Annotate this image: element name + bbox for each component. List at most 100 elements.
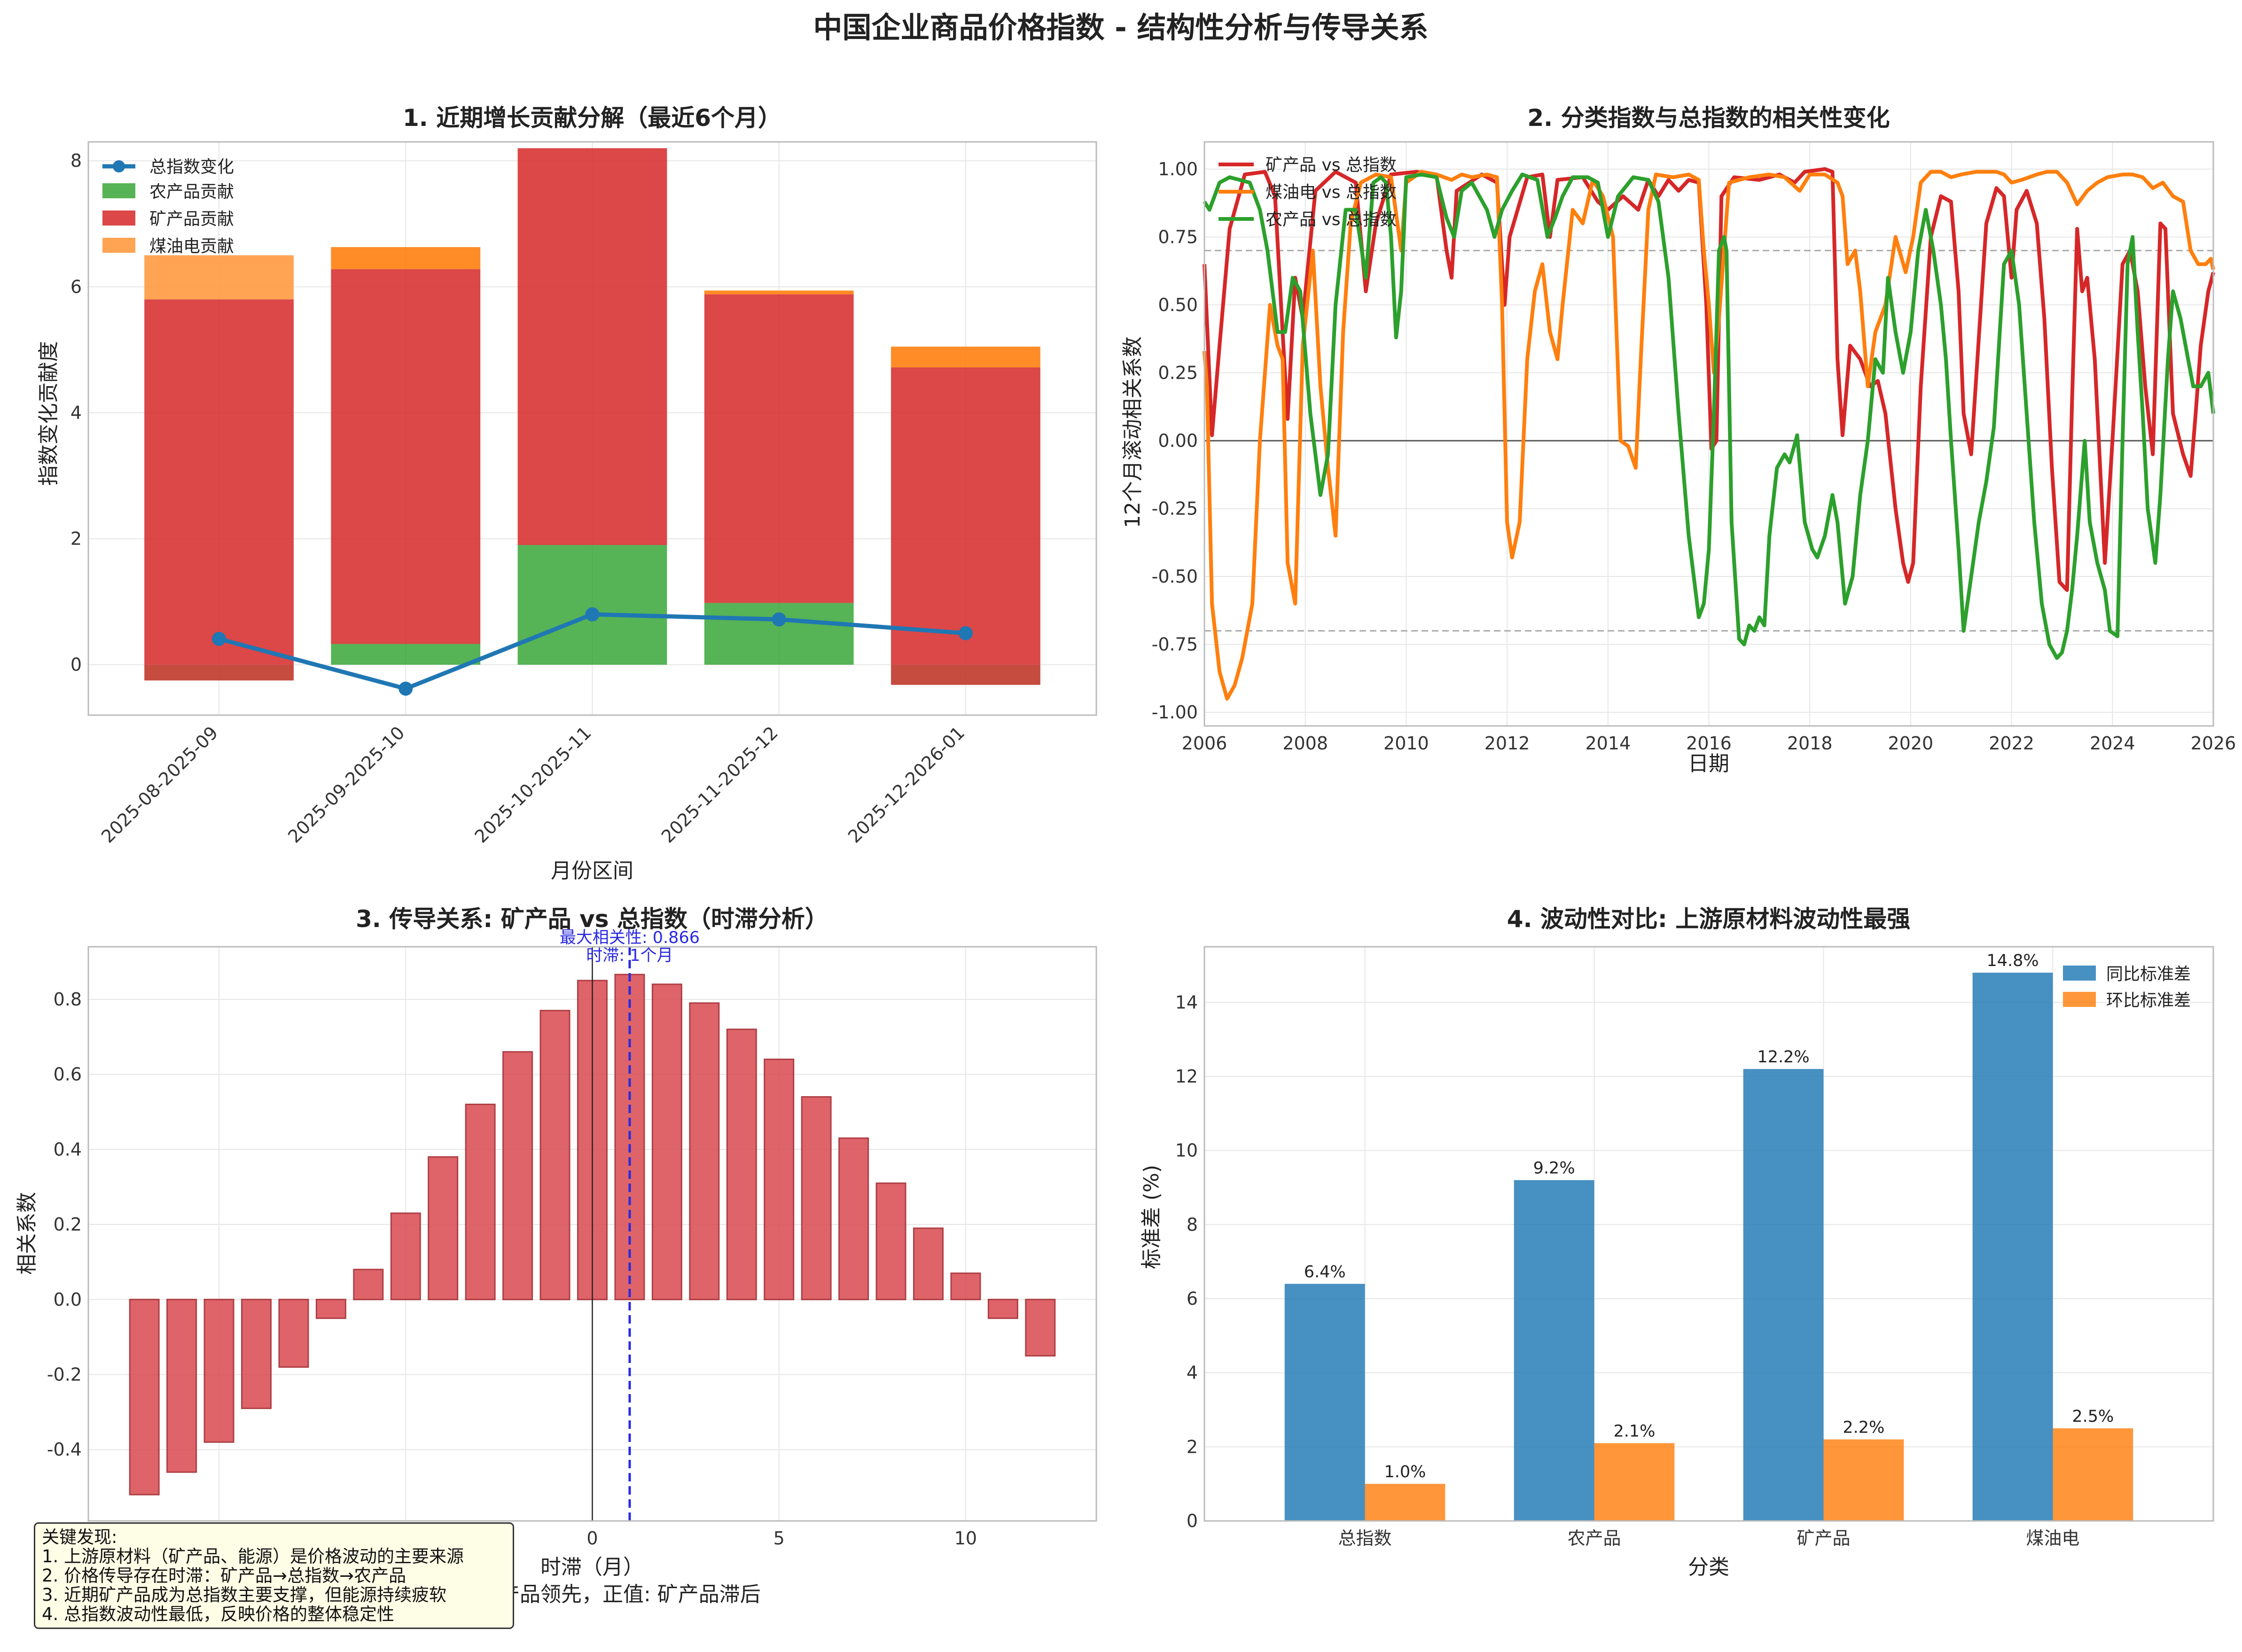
lag-correlation-bar [875, 1182, 906, 1301]
y-tick-label: -0.4 [47, 1439, 82, 1460]
legend-label: 矿产品贡献 [149, 210, 234, 229]
x-tick-label: 2012 [1484, 733, 1530, 754]
lag-correlation-bar [539, 1010, 570, 1301]
y-tick-label: 0 [70, 655, 82, 675]
lag-correlation-bar [726, 1029, 757, 1301]
figure-title: 中国企业商品价格指数 - 结构性分析与传导关系 [813, 10, 1429, 45]
x-tick-label: 总指数 [1338, 1528, 1392, 1549]
y-tick-label: 6 [70, 276, 82, 297]
total-index-point [212, 631, 227, 646]
legend-label: 总指数变化 [149, 157, 234, 177]
lag-correlation-bar [950, 1272, 981, 1301]
legend-label: 农产品 vs 总指数 [1266, 210, 1397, 229]
x-tick-label: 2025-09-2025-10 [284, 722, 408, 847]
rolling-correlation-y-axis-label: 12个月滚动相关系数 [1121, 336, 1145, 528]
lag-correlation-bar [651, 983, 682, 1301]
mom-std-bar [2053, 1428, 2133, 1521]
x-tick-label: 2010 [1383, 733, 1429, 754]
mom-std-bar [1594, 1443, 1675, 1521]
y-tick-label: 0.8 [54, 989, 82, 1010]
contribution-chart: 1. 近期增长贡献分解（最近6个月） 月份区间 指数变化贡献度 0 2 4 6 8 202… [37, 104, 1097, 883]
legend-swatch [102, 210, 135, 226]
lag-correlation-bar [1025, 1299, 1056, 1357]
x-tick-label: 2025-10-2025-11 [471, 722, 595, 847]
lag-correlation-bar [315, 1299, 346, 1319]
x-tick-label: 2025-11-2025-12 [657, 722, 782, 847]
lag-correlation-chart: 3. 传导关系: 矿产品 vs 总指数（时滞分析） 时滞（月） 负值: 矿产品领… [15, 905, 1097, 1606]
agri-contribution-bar [517, 545, 667, 665]
y-tick-label: 14 [1175, 992, 1198, 1013]
y-tick-label: 0.6 [54, 1064, 82, 1085]
lag-correlation-x-axis-label: 时滞（月） [540, 1555, 644, 1579]
x-tick-label: 5 [773, 1528, 785, 1549]
mom-std-bar [1365, 1484, 1445, 1521]
x-tick-label: 2024 [2090, 733, 2135, 754]
y-tick-label: 12 [1175, 1066, 1198, 1087]
legend-label: 同比标准差 [2106, 965, 2191, 984]
y-tick-label: 8 [1187, 1214, 1198, 1235]
bar-value-label: 2.5% [2072, 1407, 2114, 1426]
y-tick-label: 2 [70, 529, 82, 549]
y-tick-label: 2 [1187, 1436, 1198, 1457]
legend-label: 煤油电 vs 总指数 [1266, 183, 1397, 202]
yoy-std-bar [1743, 1069, 1824, 1521]
lag-correlation-y-axis-label: 相关系数 [15, 1192, 39, 1275]
legend-label: 煤油电贡献 [149, 237, 234, 256]
legend-label: 农产品贡献 [149, 182, 234, 202]
x-tick-label: 10 [954, 1528, 977, 1549]
lag-correlation-bar [278, 1299, 309, 1368]
total-index-point [398, 681, 413, 696]
lag-correlation-plot-frame [87, 946, 1097, 1522]
volatility-y-axis-label: 标准差 (%) [1140, 1165, 1164, 1269]
y-tick-label: -0.75 [1152, 634, 1198, 655]
legend-label: 矿产品 vs 总指数 [1266, 156, 1397, 175]
lag-correlation-bar [465, 1103, 496, 1301]
y-tick-label: 1.00 [1158, 159, 1198, 179]
bar-value-label: 2.1% [1613, 1422, 1655, 1441]
x-tick-label: 2026 [2191, 733, 2236, 754]
y-tick-label: -0.2 [47, 1364, 82, 1385]
legend-swatch [2063, 966, 2096, 981]
y-tick-label: 0.2 [54, 1214, 82, 1235]
bar-value-label: 2.2% [1843, 1418, 1884, 1437]
total-index-point [958, 626, 973, 640]
legend-label: 环比标准差 [2106, 991, 2191, 1010]
y-tick-label: 0.50 [1158, 295, 1198, 315]
mineral-correlation-line [1203, 167, 2215, 592]
y-tick-label: -0.50 [1152, 566, 1198, 587]
mineral-contribution-bar [144, 299, 294, 665]
lag-correlation-bar [390, 1212, 421, 1301]
bar-value-label: 6.4% [1304, 1262, 1346, 1281]
rolling-correlation-chart: 2. 分类指数与总指数的相关性变化 日期 12个月滚动相关系数 -1.00 -0.… [1121, 104, 2236, 776]
y-tick-label: 6 [1187, 1288, 1198, 1309]
lag-correlation-bar [764, 1059, 795, 1301]
rolling-correlation-chart-title: 2. 分类指数与总指数的相关性变化 [1527, 104, 1890, 132]
legend-swatch [102, 183, 135, 198]
lag-correlation-bar [129, 1299, 160, 1496]
lag-correlation-chart-title: 3. 传导关系: 矿产品 vs 总指数（时滞分析） [356, 905, 828, 933]
lag-correlation-bar [987, 1299, 1018, 1319]
x-tick-label: 煤油电 [2026, 1528, 2079, 1549]
mineral-contribution-bar [517, 148, 667, 545]
x-tick-label: 2022 [1989, 733, 2034, 754]
y-tick-label: 4 [1187, 1363, 1198, 1383]
key-finding-item: 2. 价格传导存在时滞：矿产品→总指数→农产品 [42, 1566, 406, 1586]
lag-correlation-bar [428, 1156, 459, 1301]
y-tick-label: 0.0 [54, 1289, 82, 1310]
y-tick-label: 0.4 [54, 1139, 82, 1160]
volatility-chart: 4. 波动性对比: 上游原材料波动性最强 分类 标准差 (%) 0 2 4 6 8 10 1… [1140, 905, 2214, 1579]
x-tick-label: 矿产品 [1797, 1528, 1850, 1549]
lag-correlation-bar [502, 1051, 533, 1301]
lag-correlation-bar [166, 1299, 197, 1473]
mom-std-bar [1823, 1439, 1904, 1521]
yoy-std-bar [1514, 1180, 1594, 1521]
bar-value-label: 14.8% [1986, 951, 2039, 970]
key-finding-item: 3. 近期矿产品成为总指数主要支撑，但能源持续疲软 [42, 1585, 447, 1605]
mineral-contribution-bar [891, 664, 1040, 685]
contribution-plot-frame [87, 141, 1097, 716]
y-tick-label: -0.25 [1152, 498, 1198, 519]
agri-correlation-line [1203, 172, 2215, 660]
x-tick-label: 0 [586, 1528, 598, 1549]
